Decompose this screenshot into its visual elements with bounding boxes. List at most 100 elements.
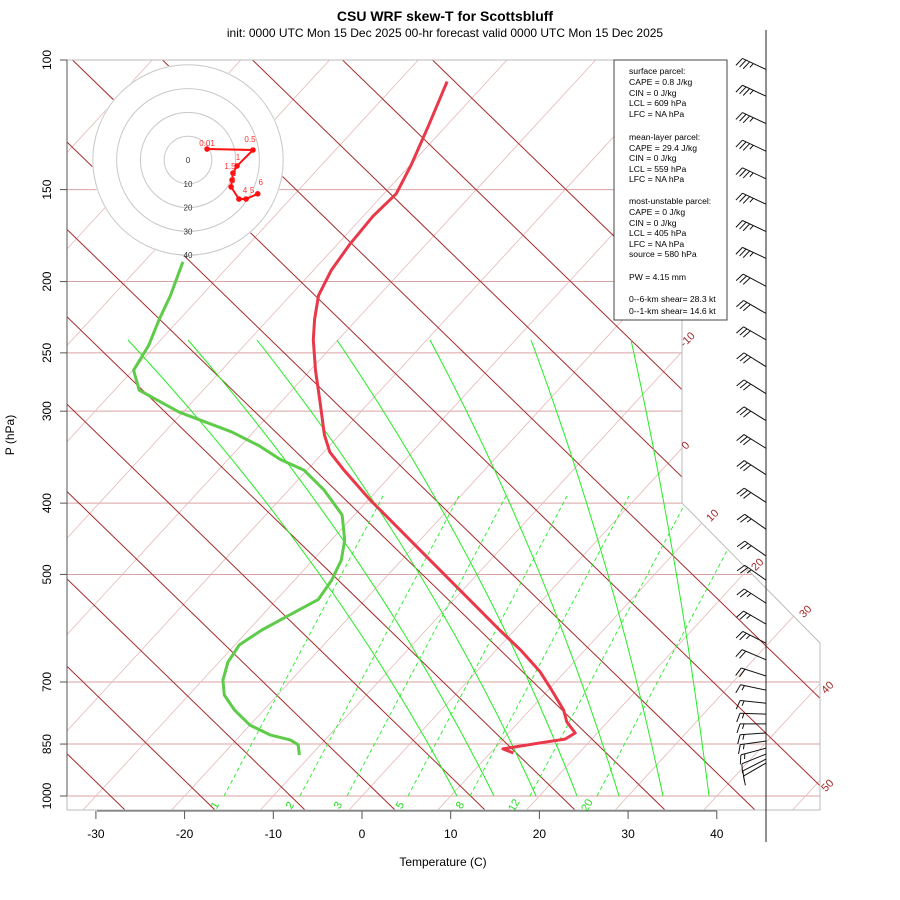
isotherm-line (702, 60, 820, 810)
dry-adiabat-line (67, 60, 216, 810)
x-tick-label: 10 (444, 827, 458, 841)
isotherm-label: 0 (679, 439, 692, 452)
dry-adiabat-line (67, 60, 306, 810)
hodograph-point (230, 170, 236, 176)
wind-barb (736, 460, 767, 476)
moist-adiabat-line (429, 339, 620, 797)
hodograph-point (228, 184, 234, 190)
wind-barb (736, 610, 767, 625)
isotherm-line (790, 60, 820, 810)
wind-barb (735, 139, 767, 152)
mixing-ratio-labels: 1 2 3 5 8 12 20 (209, 797, 596, 814)
mixing-ratio-line (596, 495, 757, 797)
mixing-ratio-label: 12 (506, 797, 523, 814)
y-axis-label: P (hPa) (3, 415, 17, 455)
y-tick-label: 850 (40, 734, 54, 754)
dry-adiabat-line (0, 10, 35, 810)
wind-barb (736, 352, 767, 368)
parcel-info-line: source = 580 hPa (629, 249, 697, 259)
wind-barb (736, 588, 767, 604)
isotherm-label: 40 (819, 679, 836, 696)
isotherm-line (613, 60, 820, 810)
moist-adiabat-line (187, 339, 495, 797)
parcel-info-line: LFC = NA hPa (629, 174, 684, 184)
hodograph-point (250, 147, 256, 153)
moist-adiabat-line (336, 339, 578, 797)
wind-barb (736, 513, 767, 530)
hodograph-ring-label: 10 (184, 180, 193, 189)
x-tick-label: 30 (621, 827, 635, 841)
parcel-info-line: CAPE = 29.4 J/kg (629, 143, 697, 153)
wind-barb (735, 58, 767, 70)
wind-barb (739, 747, 767, 765)
mixing-ratio-label: 5 (394, 800, 407, 811)
y-tick-label: 300 (40, 401, 54, 421)
wind-barb (738, 740, 767, 755)
moist-adiabat-line (256, 339, 537, 797)
parcel-info-line: LCL = 609 hPa (629, 98, 686, 108)
wind-barb (735, 84, 767, 97)
mixing-ratio-line (407, 495, 568, 797)
wind-barb (736, 326, 767, 341)
isotherm-label: 10 (704, 507, 721, 524)
chart-title: CSU WRF skew-T for Scottsbluff (337, 8, 554, 24)
isotherm-label: 20 (749, 556, 766, 573)
hodograph-ring-label: 40 (184, 251, 193, 260)
y-tick-label: 150 (40, 179, 54, 199)
dry-adiabat-line (67, 60, 396, 810)
isotherm-line (67, 60, 716, 810)
dry-adiabat-line (67, 60, 666, 810)
isotherm-label: -10 (678, 330, 698, 350)
parcel-info-line: PW = 4.15 mm (629, 272, 686, 282)
hodograph-ring (92, 64, 284, 256)
profiles (132, 81, 577, 756)
wind-barb (735, 167, 767, 180)
wind-barb (735, 630, 767, 644)
y-tick-label: 500 (40, 564, 54, 584)
wind-barb (735, 684, 767, 694)
wind-barb (742, 762, 767, 786)
wind-barbs (735, 58, 767, 786)
wind-barb (735, 667, 767, 678)
mixing-ratio-line (299, 495, 460, 797)
wind-barb (736, 406, 767, 422)
mixing-ratio-label: 8 (454, 800, 467, 811)
mixing-ratio-line (529, 495, 690, 797)
moist-adiabat-line (530, 339, 664, 797)
wind-barb (736, 540, 767, 557)
wind-barb (735, 192, 767, 205)
hodograph-ring (163, 135, 213, 185)
hodograph-point-label: 6 (259, 178, 264, 187)
wind-barb (736, 487, 767, 503)
y-tick-label: 200 (40, 271, 54, 291)
wind-barb (736, 434, 767, 449)
hodograph-point-label: 1.5 (224, 162, 236, 171)
mixing-ratio-label: 20 (579, 797, 596, 814)
parcel-info-line: CIN = 0 J/kg (629, 88, 677, 98)
parcel-info-line: 0--1-km shear= 14.6 kt (629, 306, 716, 316)
wind-barb (735, 699, 767, 710)
hodograph-point-label: 1 (236, 153, 241, 162)
temperature-axis: -30 -20 -10 0 10 20 30 40 (87, 810, 724, 841)
y-tick-label: 700 (40, 672, 54, 692)
isotherm-label: 30 (797, 603, 814, 620)
hodograph-ring-label: 20 (184, 204, 193, 213)
wind-barb (736, 564, 767, 581)
dry-adiabat-line (67, 60, 756, 810)
dry-adiabat-line (67, 60, 576, 810)
wind-barb (737, 732, 767, 745)
parcel-info-line: most-unstable parcel: (629, 196, 711, 206)
hodograph-point (254, 190, 261, 197)
hodograph-point (243, 196, 249, 202)
chart-subtitle: init: 0000 UTC Mon 15 Dec 2025 00-hr for… (227, 26, 664, 40)
hodograph-point-label: 3 (231, 176, 236, 185)
isotherm-label: 50 (819, 777, 836, 794)
isotherm-line (524, 60, 820, 810)
mixing-ratio-label: 1 (209, 800, 222, 811)
hodograph-ring (139, 111, 237, 209)
hodograph-ring (116, 88, 260, 232)
wind-barb (736, 723, 766, 734)
dry-adiabat-line (67, 60, 486, 810)
